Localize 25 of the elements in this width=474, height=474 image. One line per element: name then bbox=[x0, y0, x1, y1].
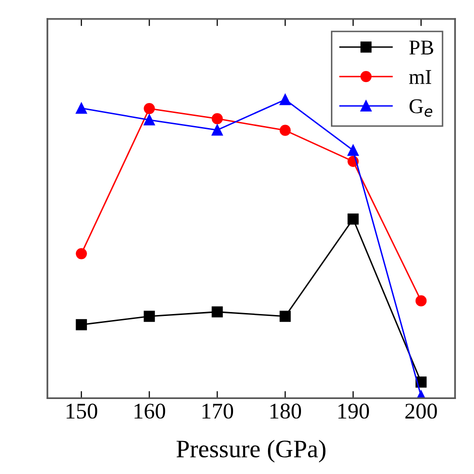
point bbox=[280, 94, 291, 106]
point bbox=[348, 144, 359, 156]
point bbox=[212, 113, 223, 124]
point bbox=[144, 310, 155, 322]
point bbox=[416, 295, 427, 306]
x-tick-label: 160 bbox=[134, 404, 166, 419]
x-tick-label: 180 bbox=[270, 404, 302, 419]
x-tick-label: 170 bbox=[202, 404, 234, 419]
point bbox=[76, 248, 87, 260]
point bbox=[212, 306, 223, 318]
point bbox=[76, 102, 87, 114]
legend-label: PB bbox=[409, 40, 434, 54]
point bbox=[280, 310, 291, 322]
point bbox=[144, 114, 155, 126]
x-tick-label: 190 bbox=[338, 404, 369, 419]
point bbox=[212, 124, 223, 136]
legend-label: mI bbox=[409, 70, 432, 84]
point bbox=[76, 319, 87, 330]
point bbox=[144, 102, 155, 114]
x-axis-title: Pressure (GPa) bbox=[176, 440, 326, 463]
x-tick-label: 150 bbox=[66, 404, 98, 419]
legend-label: G$_{e}$ bbox=[410, 99, 432, 117]
x-tick-label: 200 bbox=[405, 404, 437, 419]
point bbox=[280, 124, 291, 136]
point bbox=[348, 213, 359, 225]
